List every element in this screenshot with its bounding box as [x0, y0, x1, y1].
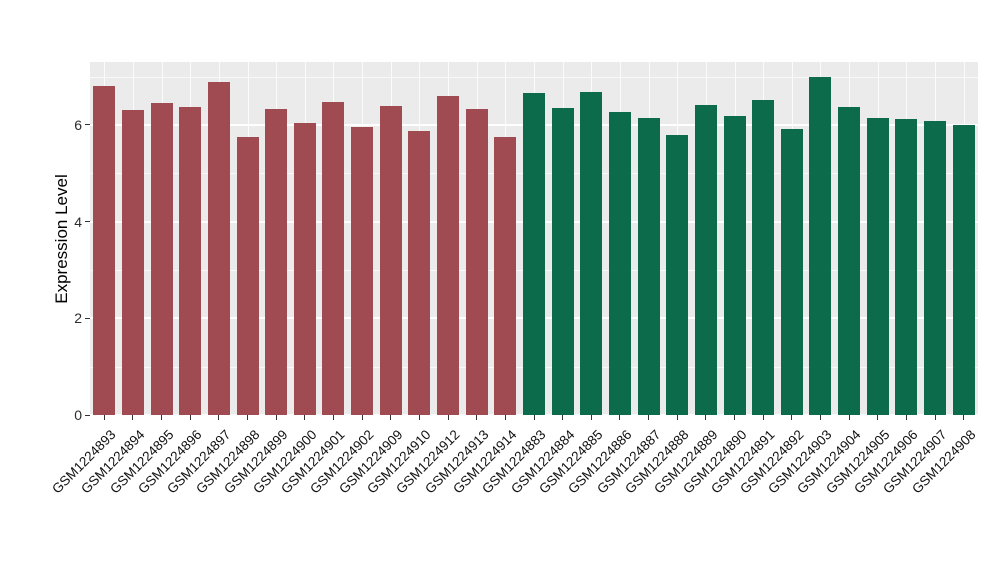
bar — [408, 130, 430, 415]
y-tick-mark — [85, 221, 90, 223]
bar — [294, 123, 316, 415]
x-tick-mark — [848, 415, 850, 420]
bar — [666, 134, 688, 415]
x-tick-mark — [447, 415, 449, 420]
x-tick-mark — [963, 415, 965, 420]
x-tick-mark — [934, 415, 936, 420]
x-tick-mark — [103, 415, 105, 420]
bar — [724, 116, 746, 415]
x-tick-mark — [762, 415, 764, 420]
x-tick-mark — [705, 415, 707, 420]
y-tick-mark — [85, 317, 90, 319]
x-tick-mark — [819, 415, 821, 420]
bar — [580, 92, 602, 415]
x-tick-mark — [504, 415, 506, 420]
bar — [609, 111, 631, 415]
y-tick-label: 6 — [74, 116, 82, 133]
bar — [695, 104, 717, 415]
bar — [437, 95, 459, 415]
bar — [208, 82, 230, 415]
bar — [809, 76, 831, 415]
plot-panel — [90, 62, 978, 416]
bar — [122, 110, 144, 415]
y-tick-mark — [85, 414, 90, 416]
y-tick-label: 4 — [74, 213, 82, 230]
bar — [867, 117, 889, 415]
x-tick-mark — [247, 415, 249, 420]
bar — [151, 103, 173, 415]
bar — [523, 93, 545, 415]
x-tick-mark — [791, 415, 793, 420]
x-tick-mark — [905, 415, 907, 420]
x-tick-mark — [734, 415, 736, 420]
x-tick-mark — [218, 415, 220, 420]
bar — [781, 128, 803, 415]
x-tick-mark — [676, 415, 678, 420]
bar — [494, 136, 516, 415]
x-tick-mark — [361, 415, 363, 420]
bar — [322, 101, 344, 415]
bar — [752, 99, 774, 415]
bar — [93, 86, 115, 415]
x-tick-mark — [332, 415, 334, 420]
bar — [466, 108, 488, 415]
x-tick-mark — [648, 415, 650, 420]
bar — [351, 127, 373, 415]
x-tick-mark — [418, 415, 420, 420]
y-tick-label: 0 — [74, 407, 82, 423]
y-axis-title: Expression Level — [52, 174, 71, 304]
x-tick-mark — [476, 415, 478, 420]
bar — [380, 105, 402, 415]
bar — [237, 136, 259, 415]
bar — [924, 121, 946, 415]
x-tick-mark — [533, 415, 535, 420]
bar — [638, 117, 660, 415]
bar — [838, 106, 860, 415]
bar — [552, 107, 574, 415]
bar — [179, 106, 201, 415]
bar — [953, 124, 975, 415]
x-tick-mark — [161, 415, 163, 420]
bar — [265, 108, 287, 415]
x-tick-mark — [390, 415, 392, 420]
x-tick-mark — [877, 415, 879, 420]
x-tick-mark — [132, 415, 134, 420]
y-tick-label: 2 — [74, 310, 82, 327]
bar — [895, 119, 917, 415]
y-tick-mark — [85, 124, 90, 126]
x-tick-mark — [189, 415, 191, 420]
x-tick-mark — [619, 415, 621, 420]
x-tick-mark — [590, 415, 592, 420]
x-tick-mark — [275, 415, 277, 420]
x-tick-mark — [304, 415, 306, 420]
x-tick-mark — [562, 415, 564, 420]
